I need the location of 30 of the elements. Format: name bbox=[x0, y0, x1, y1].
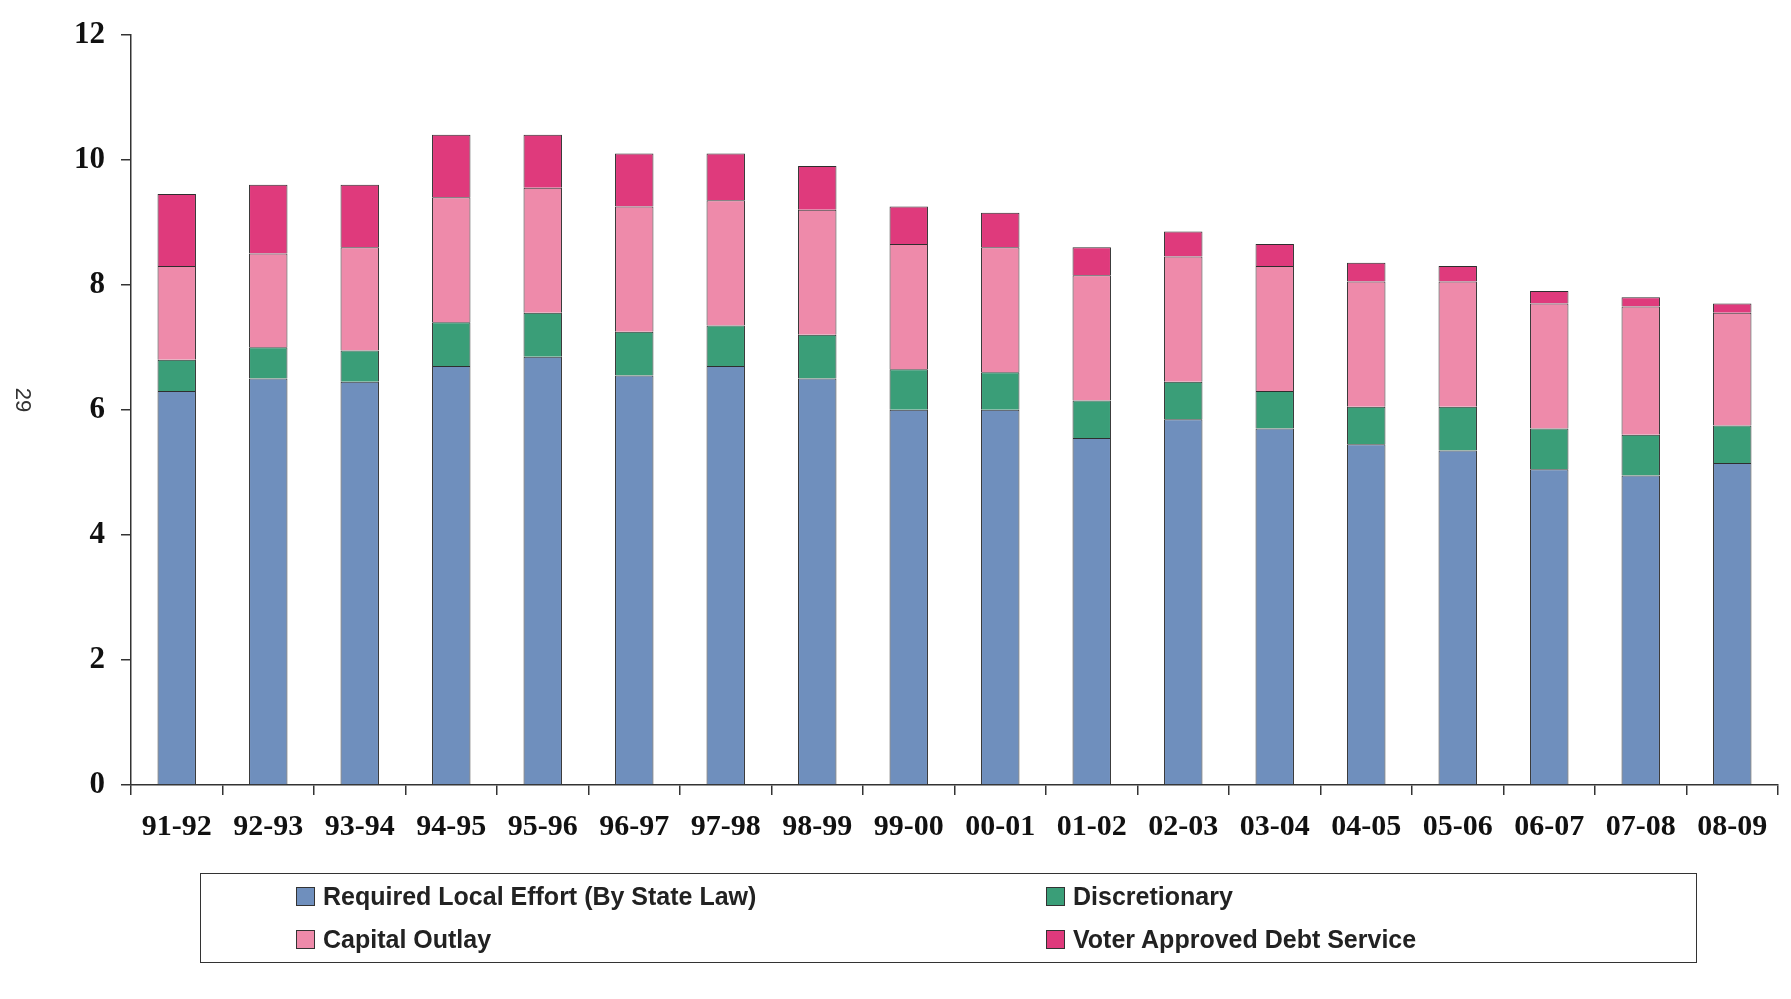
legend-label: Required Local Effort (By State Law) bbox=[323, 882, 757, 911]
y-tick-label: 8 bbox=[89, 264, 105, 300]
y-tick-label: 2 bbox=[89, 639, 105, 675]
text: 29 bbox=[10, 387, 36, 413]
x-tick-label: 92-93 bbox=[233, 807, 304, 841]
y-tick-label: 4 bbox=[89, 514, 105, 550]
y-tick-label: 6 bbox=[89, 389, 105, 425]
x-tick-label: 01-02 bbox=[1056, 807, 1127, 841]
y-tick-label: 10 bbox=[74, 139, 105, 175]
x-tick-label: 99-00 bbox=[873, 807, 944, 841]
legend-label: Voter Approved Debt Service bbox=[1073, 925, 1417, 954]
legend-label: Discretionary bbox=[1073, 882, 1233, 911]
x-tick-label: 04-05 bbox=[1331, 807, 1402, 841]
x-tick-label: 91-92 bbox=[141, 807, 212, 841]
x-tick-label: 08-09 bbox=[1697, 807, 1768, 841]
x-tick-label: 02-03 bbox=[1148, 807, 1219, 841]
x-tick-label: 95-96 bbox=[507, 807, 578, 841]
x-tick-label: 06-07 bbox=[1514, 807, 1585, 841]
legend-label: Capital Outlay bbox=[323, 925, 492, 954]
x-tick-label: 05-06 bbox=[1422, 807, 1493, 841]
x-tick-label: 96-97 bbox=[599, 807, 670, 841]
y-tick-label: 0 bbox=[89, 765, 105, 801]
x-tick-label: 94-95 bbox=[416, 807, 487, 841]
x-tick-label: 03-04 bbox=[1239, 807, 1310, 841]
x-tick-label: 97-98 bbox=[690, 807, 761, 841]
x-tick-label: 00-01 bbox=[965, 807, 1036, 841]
y-tick-label: 12 bbox=[74, 14, 105, 50]
x-tick-label: 07-08 bbox=[1605, 807, 1676, 841]
x-tick-label: 93-94 bbox=[324, 807, 395, 841]
x-tick-label: 98-99 bbox=[782, 807, 853, 841]
